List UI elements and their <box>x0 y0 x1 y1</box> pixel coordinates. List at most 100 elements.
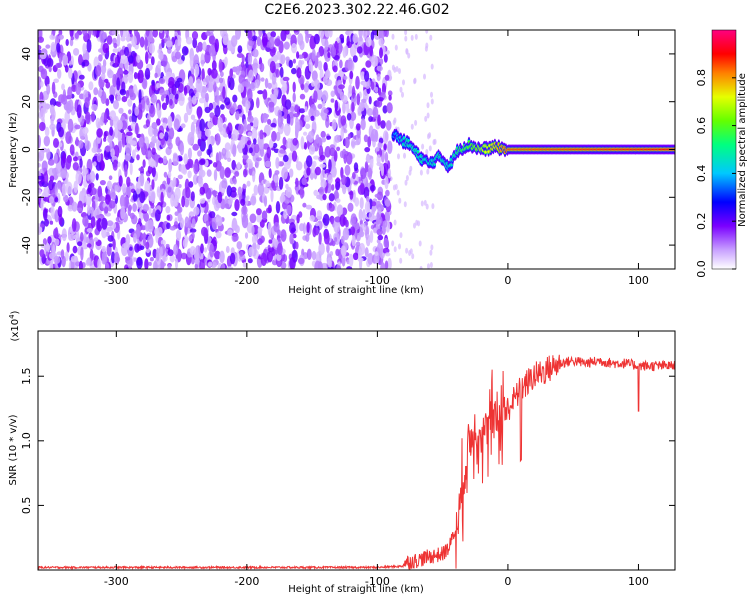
noise-cell <box>110 191 117 201</box>
noise-cell <box>245 103 249 114</box>
noise-cell <box>268 239 273 244</box>
noise-cell <box>328 159 332 173</box>
noise-cell <box>430 63 434 70</box>
noise-cell <box>58 34 64 40</box>
noise-cell <box>432 139 436 146</box>
noise-cell <box>73 180 78 193</box>
noise-cell <box>38 189 42 195</box>
noise-cell <box>226 126 230 135</box>
noise-cell <box>58 30 63 36</box>
noise-cell <box>253 138 257 145</box>
noise-cell <box>324 69 331 79</box>
noise-cell <box>379 163 384 172</box>
noise-cell <box>338 41 342 55</box>
noise-cell <box>387 257 392 269</box>
noise-cell <box>205 92 209 103</box>
noise-cell <box>248 147 253 154</box>
noise-cell <box>40 81 44 88</box>
noise-cell <box>285 30 290 35</box>
noise-cell <box>152 30 158 38</box>
noise-cell <box>380 262 386 269</box>
noise-cell <box>351 141 355 147</box>
noise-cell <box>351 235 356 247</box>
noise-cell <box>119 88 127 96</box>
noise-cell <box>124 153 131 162</box>
noise-cell <box>120 30 124 38</box>
noise-cell <box>99 30 105 44</box>
noise-cell <box>260 77 265 82</box>
noise-cell <box>126 133 133 146</box>
noise-cell <box>185 186 191 199</box>
noise-cell <box>415 219 419 226</box>
noise-cell <box>330 165 337 178</box>
noise-cell <box>293 30 299 33</box>
noise-cell <box>239 251 244 257</box>
noise-cell <box>113 100 119 110</box>
noise-cell <box>134 243 140 253</box>
noise-cell <box>311 70 318 82</box>
noise-cell <box>252 242 257 249</box>
noise-cell <box>106 220 114 227</box>
noise-cell <box>127 55 134 64</box>
noise-cell <box>129 246 133 251</box>
noise-cell <box>391 64 395 71</box>
noise-cell <box>96 152 102 163</box>
noise-cell <box>359 219 363 226</box>
colorbar-label: Normalized spectral amplitude <box>737 73 748 227</box>
noise-cell <box>260 252 267 266</box>
noise-cell <box>379 47 383 59</box>
noise-cell <box>284 99 292 110</box>
noise-cell <box>246 180 251 187</box>
x-tick-label: 100 <box>628 575 649 588</box>
noise-cell <box>159 262 167 267</box>
noise-cell <box>353 162 359 172</box>
noise-cell <box>384 30 389 38</box>
noise-cell <box>56 101 62 107</box>
noise-cell <box>101 251 106 265</box>
noise-cell <box>134 106 140 116</box>
noise-cell <box>247 160 254 169</box>
noise-cell <box>292 81 296 93</box>
noise-cell <box>61 83 65 91</box>
noise-cell <box>283 41 290 50</box>
noise-cell <box>367 252 374 265</box>
noise-cell <box>382 247 390 254</box>
noise-cell <box>108 200 116 209</box>
figure-title: C2E6.2023.302.22.46.G02 <box>264 2 450 18</box>
noise-cell <box>116 119 123 130</box>
noise-cell <box>228 77 235 91</box>
noise-cell <box>229 68 233 78</box>
snr-frame <box>37 330 676 571</box>
x-tick-label: 0 <box>504 575 511 588</box>
noise-cell <box>114 56 118 67</box>
noise-cell <box>360 168 367 180</box>
noise-cell <box>300 83 305 91</box>
noise-cell <box>310 115 315 122</box>
noise-cell <box>82 215 89 227</box>
noise-cell <box>190 191 195 202</box>
noise-cell <box>393 246 397 253</box>
noise-cell <box>234 171 240 177</box>
noise-cell <box>50 41 57 52</box>
noise-cell <box>68 99 74 112</box>
noise-cell <box>230 247 235 255</box>
noise-cell <box>189 246 196 255</box>
noise-cell <box>270 31 277 38</box>
noise-cell <box>145 51 149 65</box>
noise-cell <box>330 216 334 225</box>
noise-cell <box>218 58 223 73</box>
noise-cell <box>338 84 345 90</box>
noise-cell <box>321 136 327 143</box>
noise-cell <box>159 89 166 96</box>
noise-cell <box>358 248 362 262</box>
noise-cell <box>112 48 119 53</box>
noise-cell <box>219 166 225 180</box>
noise-cell <box>73 156 78 162</box>
noise-cell <box>126 31 130 43</box>
noise-cell <box>330 90 336 98</box>
noise-cell <box>188 235 193 242</box>
noise-cell <box>230 106 236 115</box>
noise-cell <box>220 104 225 110</box>
noise-cell <box>107 235 114 242</box>
noise-cell <box>41 160 48 172</box>
